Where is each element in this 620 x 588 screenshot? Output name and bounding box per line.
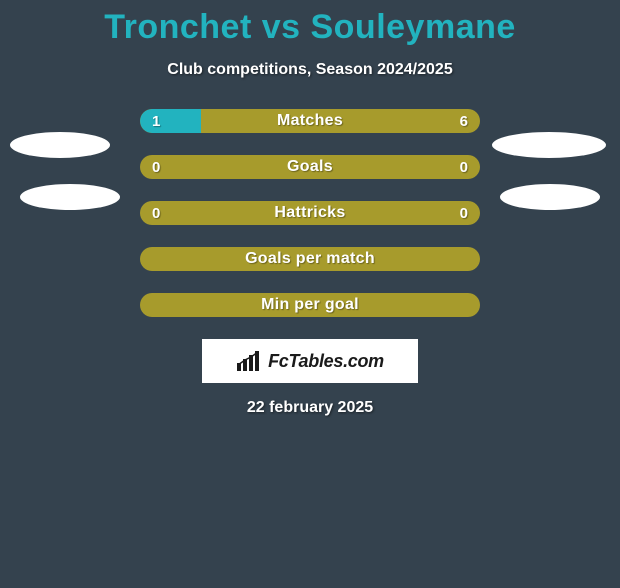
stat-label: Matches (140, 109, 480, 133)
player2-ellipse-bottom (500, 184, 600, 210)
stats-container: 1 Matches 6 0 Goals 0 0 Hattricks 0 Goal… (140, 109, 480, 317)
date-label: 22 february 2025 (0, 399, 620, 417)
logo-box: FcTables.com (202, 339, 418, 383)
player2-ellipse-top (492, 132, 606, 158)
stat-label: Goals per match (140, 247, 480, 271)
stat-row-goals-per-match: Goals per match (140, 247, 480, 271)
stat-row-min-per-goal: Min per goal (140, 293, 480, 317)
player1-ellipse-bottom (20, 184, 120, 210)
logo: FcTables.com (236, 351, 384, 372)
page-title: Tronchet vs Souleymane (0, 8, 620, 47)
stat-value-right: 0 (460, 155, 468, 179)
stat-label: Goals (140, 155, 480, 179)
stat-label: Hattricks (140, 201, 480, 225)
stat-label: Min per goal (140, 293, 480, 317)
logo-text: FcTables.com (268, 351, 384, 372)
player1-ellipse-top (10, 132, 110, 158)
stat-value-right: 0 (460, 201, 468, 225)
stat-row-matches: 1 Matches 6 (140, 109, 480, 133)
logo-chart-icon (236, 351, 262, 371)
stat-value-right: 6 (460, 109, 468, 133)
stat-row-goals: 0 Goals 0 (140, 155, 480, 179)
page-subtitle: Club competitions, Season 2024/2025 (0, 61, 620, 79)
stat-row-hattricks: 0 Hattricks 0 (140, 201, 480, 225)
